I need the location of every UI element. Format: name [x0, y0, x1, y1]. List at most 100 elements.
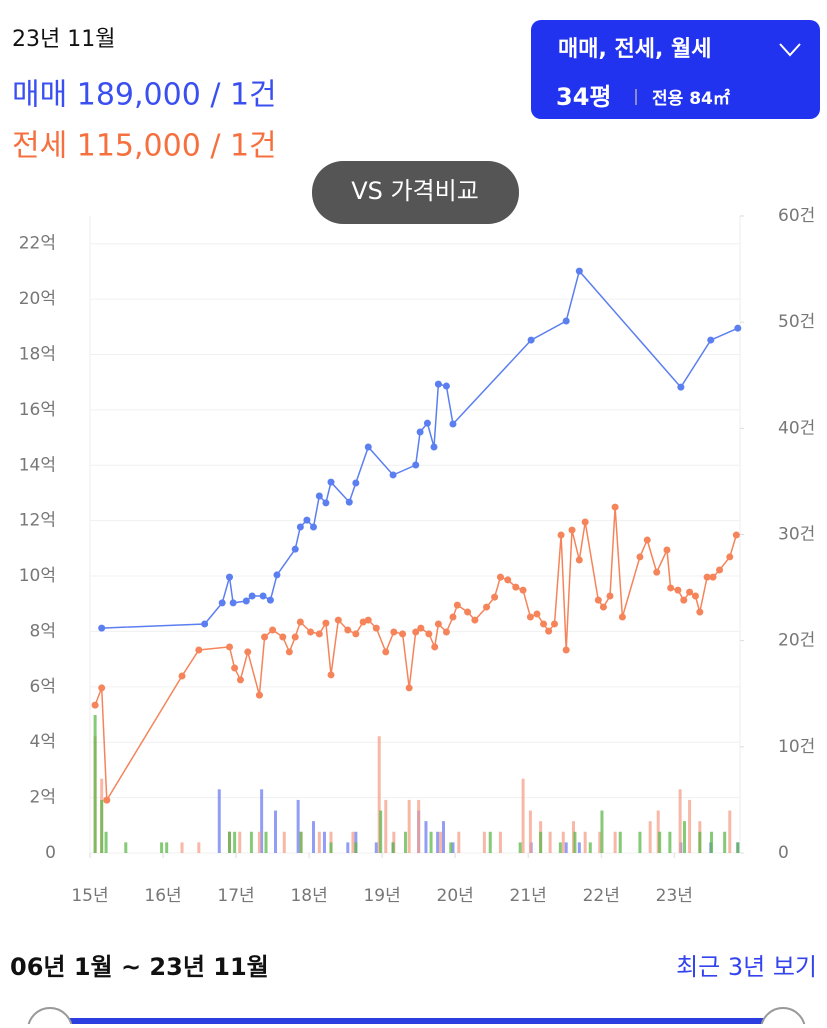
volume-bar	[577, 842, 581, 853]
price-point	[273, 571, 281, 579]
recent-link[interactable]: 최근 3년 보기	[676, 953, 817, 981]
price-point	[562, 317, 570, 325]
volume-bar	[238, 831, 242, 853]
volume-bar	[658, 831, 662, 853]
volume-bar	[648, 821, 652, 853]
x-tick-label: 21년	[510, 886, 547, 906]
volume-bar	[736, 842, 740, 853]
price-point	[266, 596, 274, 604]
y-tick-label: 4억	[30, 732, 56, 752]
y-tick-label: 20억	[19, 289, 56, 309]
price-point	[550, 620, 558, 628]
volume-bar	[482, 831, 486, 853]
volume-bar	[100, 799, 104, 853]
compare-label[interactable]: VS 가격비교	[351, 177, 479, 205]
volume-bar	[521, 778, 525, 853]
price-point	[382, 648, 390, 656]
price-point	[303, 516, 311, 524]
volume-bar	[429, 831, 433, 853]
price-point	[557, 531, 565, 539]
price-point	[606, 592, 614, 600]
price-point	[412, 628, 420, 636]
range-slider[interactable]	[50, 1018, 783, 1028]
price-point	[732, 531, 740, 539]
price-point	[248, 592, 256, 600]
price-point	[611, 503, 619, 511]
compare-button[interactable]	[312, 161, 519, 224]
volume-bar	[678, 789, 682, 853]
x-tick-label: 23년	[656, 886, 693, 906]
size[interactable]: 34평	[556, 83, 611, 111]
price-point	[242, 597, 250, 605]
volume-bar	[583, 831, 587, 853]
volume-bar	[600, 810, 604, 853]
price-point	[575, 556, 583, 564]
y-tick-label: 18억	[19, 344, 56, 364]
price-point	[691, 592, 699, 600]
price-point	[575, 267, 583, 275]
price-point	[464, 608, 472, 616]
volume-bar	[392, 831, 396, 853]
volume-bar	[311, 821, 315, 853]
volume-bar	[274, 810, 278, 853]
price-point	[417, 624, 425, 632]
volume-bar	[558, 842, 562, 853]
jeonse-summary: 전세 115,000 / 1건	[12, 129, 277, 164]
price-point	[599, 603, 607, 611]
price-point	[322, 619, 330, 627]
volume-bar	[598, 831, 602, 853]
y-tick-label: 0	[45, 843, 56, 863]
y-tick-label: 6억	[30, 677, 56, 697]
price-point	[98, 624, 106, 632]
volume-bar	[488, 831, 492, 853]
volume-bar	[165, 842, 169, 853]
volume-bar	[457, 831, 461, 853]
price-point	[296, 618, 304, 626]
price-point	[315, 492, 323, 500]
x-tick-label: 16년	[144, 886, 181, 906]
volume-bar	[417, 799, 421, 853]
y2-tick-label: 30건	[778, 525, 815, 545]
slider-handle[interactable]	[760, 1007, 806, 1028]
filter-button[interactable]: 매매, 전세, 월세 34평 전용 84㎡	[531, 20, 820, 119]
volume-bar	[296, 799, 300, 853]
chevron[interactable]	[779, 43, 801, 57]
price-point	[236, 676, 244, 684]
volume-bar	[217, 789, 221, 853]
price-point	[726, 553, 734, 561]
price-point	[255, 691, 263, 699]
price-point	[707, 336, 715, 344]
volume-bar	[682, 821, 686, 853]
price-point	[533, 610, 541, 618]
x-tick-label: 15년	[71, 886, 108, 906]
price-point	[279, 633, 287, 641]
volume-bar	[264, 831, 268, 853]
price-point	[399, 630, 407, 638]
volume-bar	[539, 831, 543, 853]
filter-button-bg[interactable]	[531, 20, 820, 119]
price-point	[364, 616, 372, 624]
price-point	[103, 796, 111, 804]
price-point	[663, 546, 671, 554]
volume-bar	[317, 831, 321, 853]
volume-bar	[384, 799, 388, 853]
y-tick-label: 2억	[30, 788, 56, 808]
volume-bar	[688, 799, 692, 853]
price-point	[540, 620, 548, 628]
x-tick-label: 22년	[583, 886, 620, 906]
price-point	[412, 461, 420, 469]
slider-handle[interactable]	[27, 1007, 73, 1028]
volume-bar	[104, 831, 108, 853]
price-point	[178, 672, 186, 680]
filter-types[interactable]: 매매, 전세, 월세	[558, 37, 711, 62]
price-point	[491, 593, 499, 601]
area[interactable]: 전용 84㎡	[652, 88, 730, 109]
price-point	[442, 382, 450, 390]
price-point	[581, 518, 589, 526]
price-point	[453, 601, 461, 609]
volume-bar	[698, 831, 702, 853]
volume-bar	[404, 831, 408, 853]
price-point	[218, 599, 226, 607]
price-point	[344, 626, 352, 634]
